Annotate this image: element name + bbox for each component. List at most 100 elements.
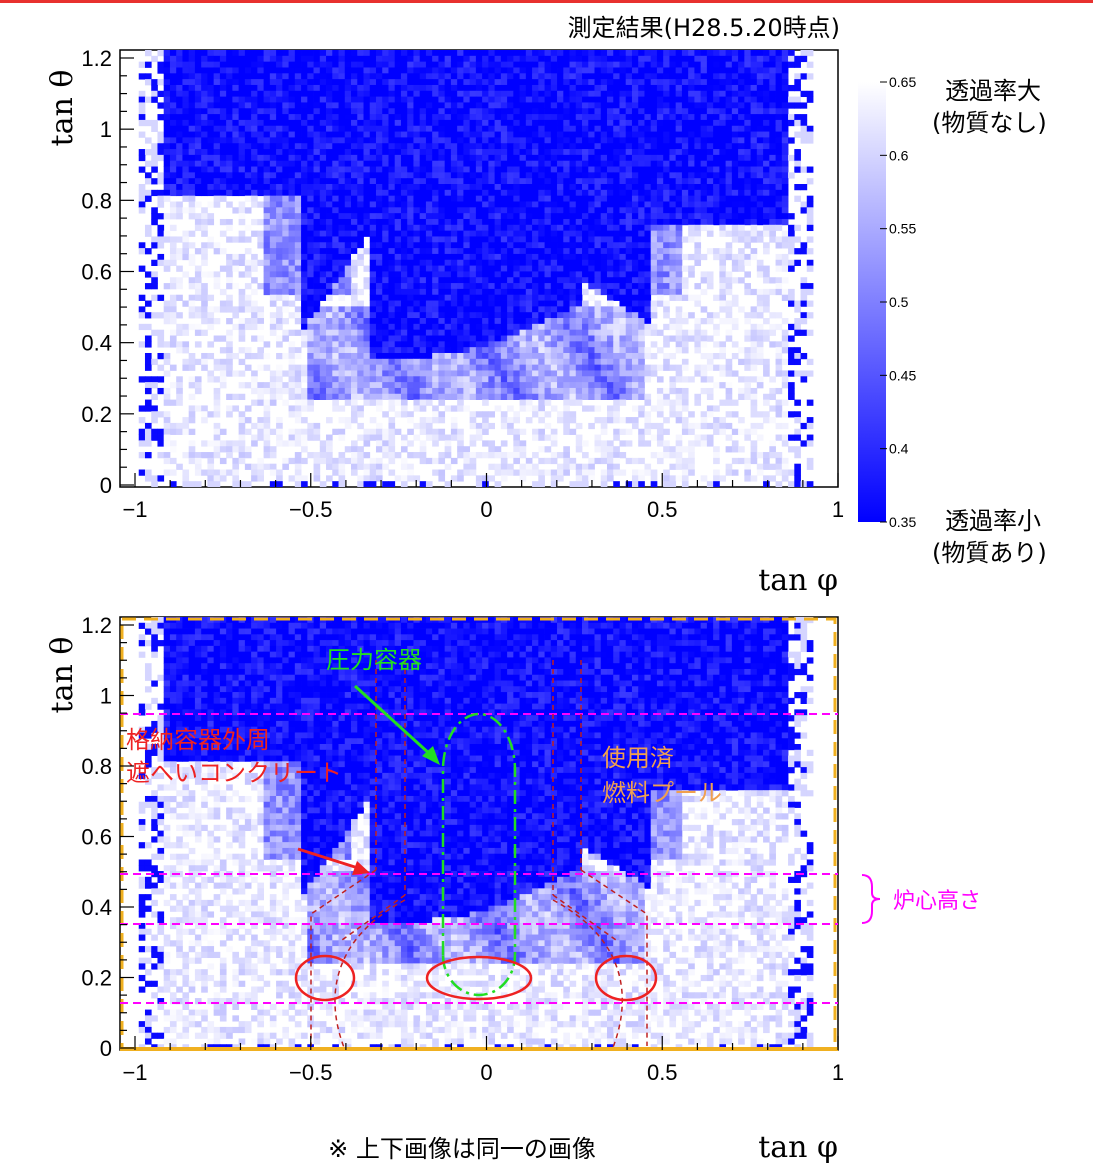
top-heatmap-cell [319,96,327,103]
top-heatmap-cell [463,160,471,167]
top-heatmap-cell [513,96,520,103]
top-heatmap-cell [413,50,421,57]
top-heatmap-cell [294,154,302,162]
top-heatmap-cell [763,277,770,284]
top-heatmap-cell [400,79,408,86]
top-heatmap-cell [344,178,352,185]
top-heatmap-cell [550,347,558,354]
top-heatmap-cell [750,160,758,167]
top-heatmap-cell [532,248,539,255]
top-heatmap-cell [444,341,452,348]
top-heatmap-cell [538,341,545,348]
top-heatmap-cell [725,137,733,144]
top-heatmap-cell [750,108,758,115]
top-heatmap-cell [582,265,589,272]
top-heatmap-cell [182,195,190,202]
top-heatmap-cell [182,347,190,354]
top-heatmap-cell [500,79,508,86]
top-heatmap-cell [457,306,464,313]
top-heatmap-cell [700,119,708,127]
top-heatmap-cell [550,248,558,255]
top-heatmap-cell [600,184,608,191]
top-heatmap-cell [232,306,240,313]
top-heatmap-cell [644,218,652,226]
top-heatmap-cell [219,96,227,103]
top-heatmap-cell [313,201,321,208]
top-heatmap-cell [151,125,158,132]
top-heatmap-cell [413,312,421,319]
top-heatmap-cell [238,73,246,80]
top-heatmap-cell [644,288,652,296]
top-heatmap-cell [525,172,533,179]
top-heatmap-cell [213,271,221,278]
top-heatmap-cell [694,102,702,109]
top-heatmap-cell [394,178,402,185]
top-heatmap-cell [169,329,177,336]
top-heatmap-cell [438,341,446,348]
top-heatmap-cell [606,242,614,249]
top-heatmap-cell [163,50,171,57]
top-heatmap-cell [188,312,196,319]
top-heatmap-cell [463,73,471,80]
top-heatmap-cell [238,189,246,197]
top-heatmap-cell [351,242,358,249]
top-heatmap-cell [188,172,196,179]
top-heatmap-cell [750,55,758,63]
top-heatmap-cell [475,335,483,342]
top-heatmap-cell [669,318,677,325]
top-heatmap-cell [781,84,789,92]
top-heatmap-cell [550,84,558,92]
top-heatmap-cell [438,67,446,74]
top-heatmap-cell [369,102,377,109]
top-heatmap-cell [731,218,739,226]
top-heatmap-cell [301,213,308,220]
top-heatmap-cell [613,259,620,266]
top-heatmap-cell [538,329,545,336]
top-heatmap-cell [713,67,720,74]
top-heatmap-cell [432,96,439,103]
top-heatmap-cell [244,265,252,272]
top-heatmap-cell [525,160,533,167]
top-heatmap-cell [706,154,714,162]
top-heatmap-cell [475,143,483,150]
top-heatmap-cell [432,114,439,121]
top-heatmap-cell [438,213,446,220]
top-heatmap-cell [469,259,477,266]
top-heatmap-cell [244,143,252,150]
top-heatmap-cell [513,90,520,98]
top-heatmap-cell [781,67,789,74]
top-heatmap-cell [681,312,689,319]
top-heatmap-cell [625,201,633,208]
top-heatmap-cell [419,329,427,336]
top-heatmap-cell [663,61,670,68]
top-heatmap-cell [756,230,764,237]
top-heatmap-cell [744,195,751,202]
top-heatmap-cell [788,50,795,57]
top-heatmap-cell [688,143,695,150]
top-heatmap-cell [625,166,633,173]
top-heatmap-cell [550,253,558,261]
top-heatmap-cell [613,224,620,232]
top-heatmap-cell [413,195,421,202]
top-heatmap-cell [282,195,289,202]
top-heatmap-cell [619,125,627,132]
top-heatmap-cell [357,149,364,156]
top-heatmap-cell [663,149,670,156]
top-heatmap-cell [438,335,446,342]
top-heatmap-cell [419,50,427,57]
top-heatmap-cell [688,271,695,278]
top-heatmap-cell [313,329,321,336]
top-heatmap-cell [706,213,714,220]
top-heatmap-cell [307,67,314,74]
top-heatmap-cell [269,160,277,167]
top-heatmap-cell [663,236,670,243]
top-heatmap-cell [319,335,327,342]
top-heatmap-cell [363,84,371,92]
top-heatmap-cell [263,224,271,232]
top-heatmap-cell [763,242,770,249]
top-heatmap-cell [294,195,302,202]
top-heatmap-cell [744,347,751,354]
top-heatmap-cell [625,143,633,150]
top-heatmap-cell [388,108,396,115]
top-heatmap-cell [238,218,246,226]
